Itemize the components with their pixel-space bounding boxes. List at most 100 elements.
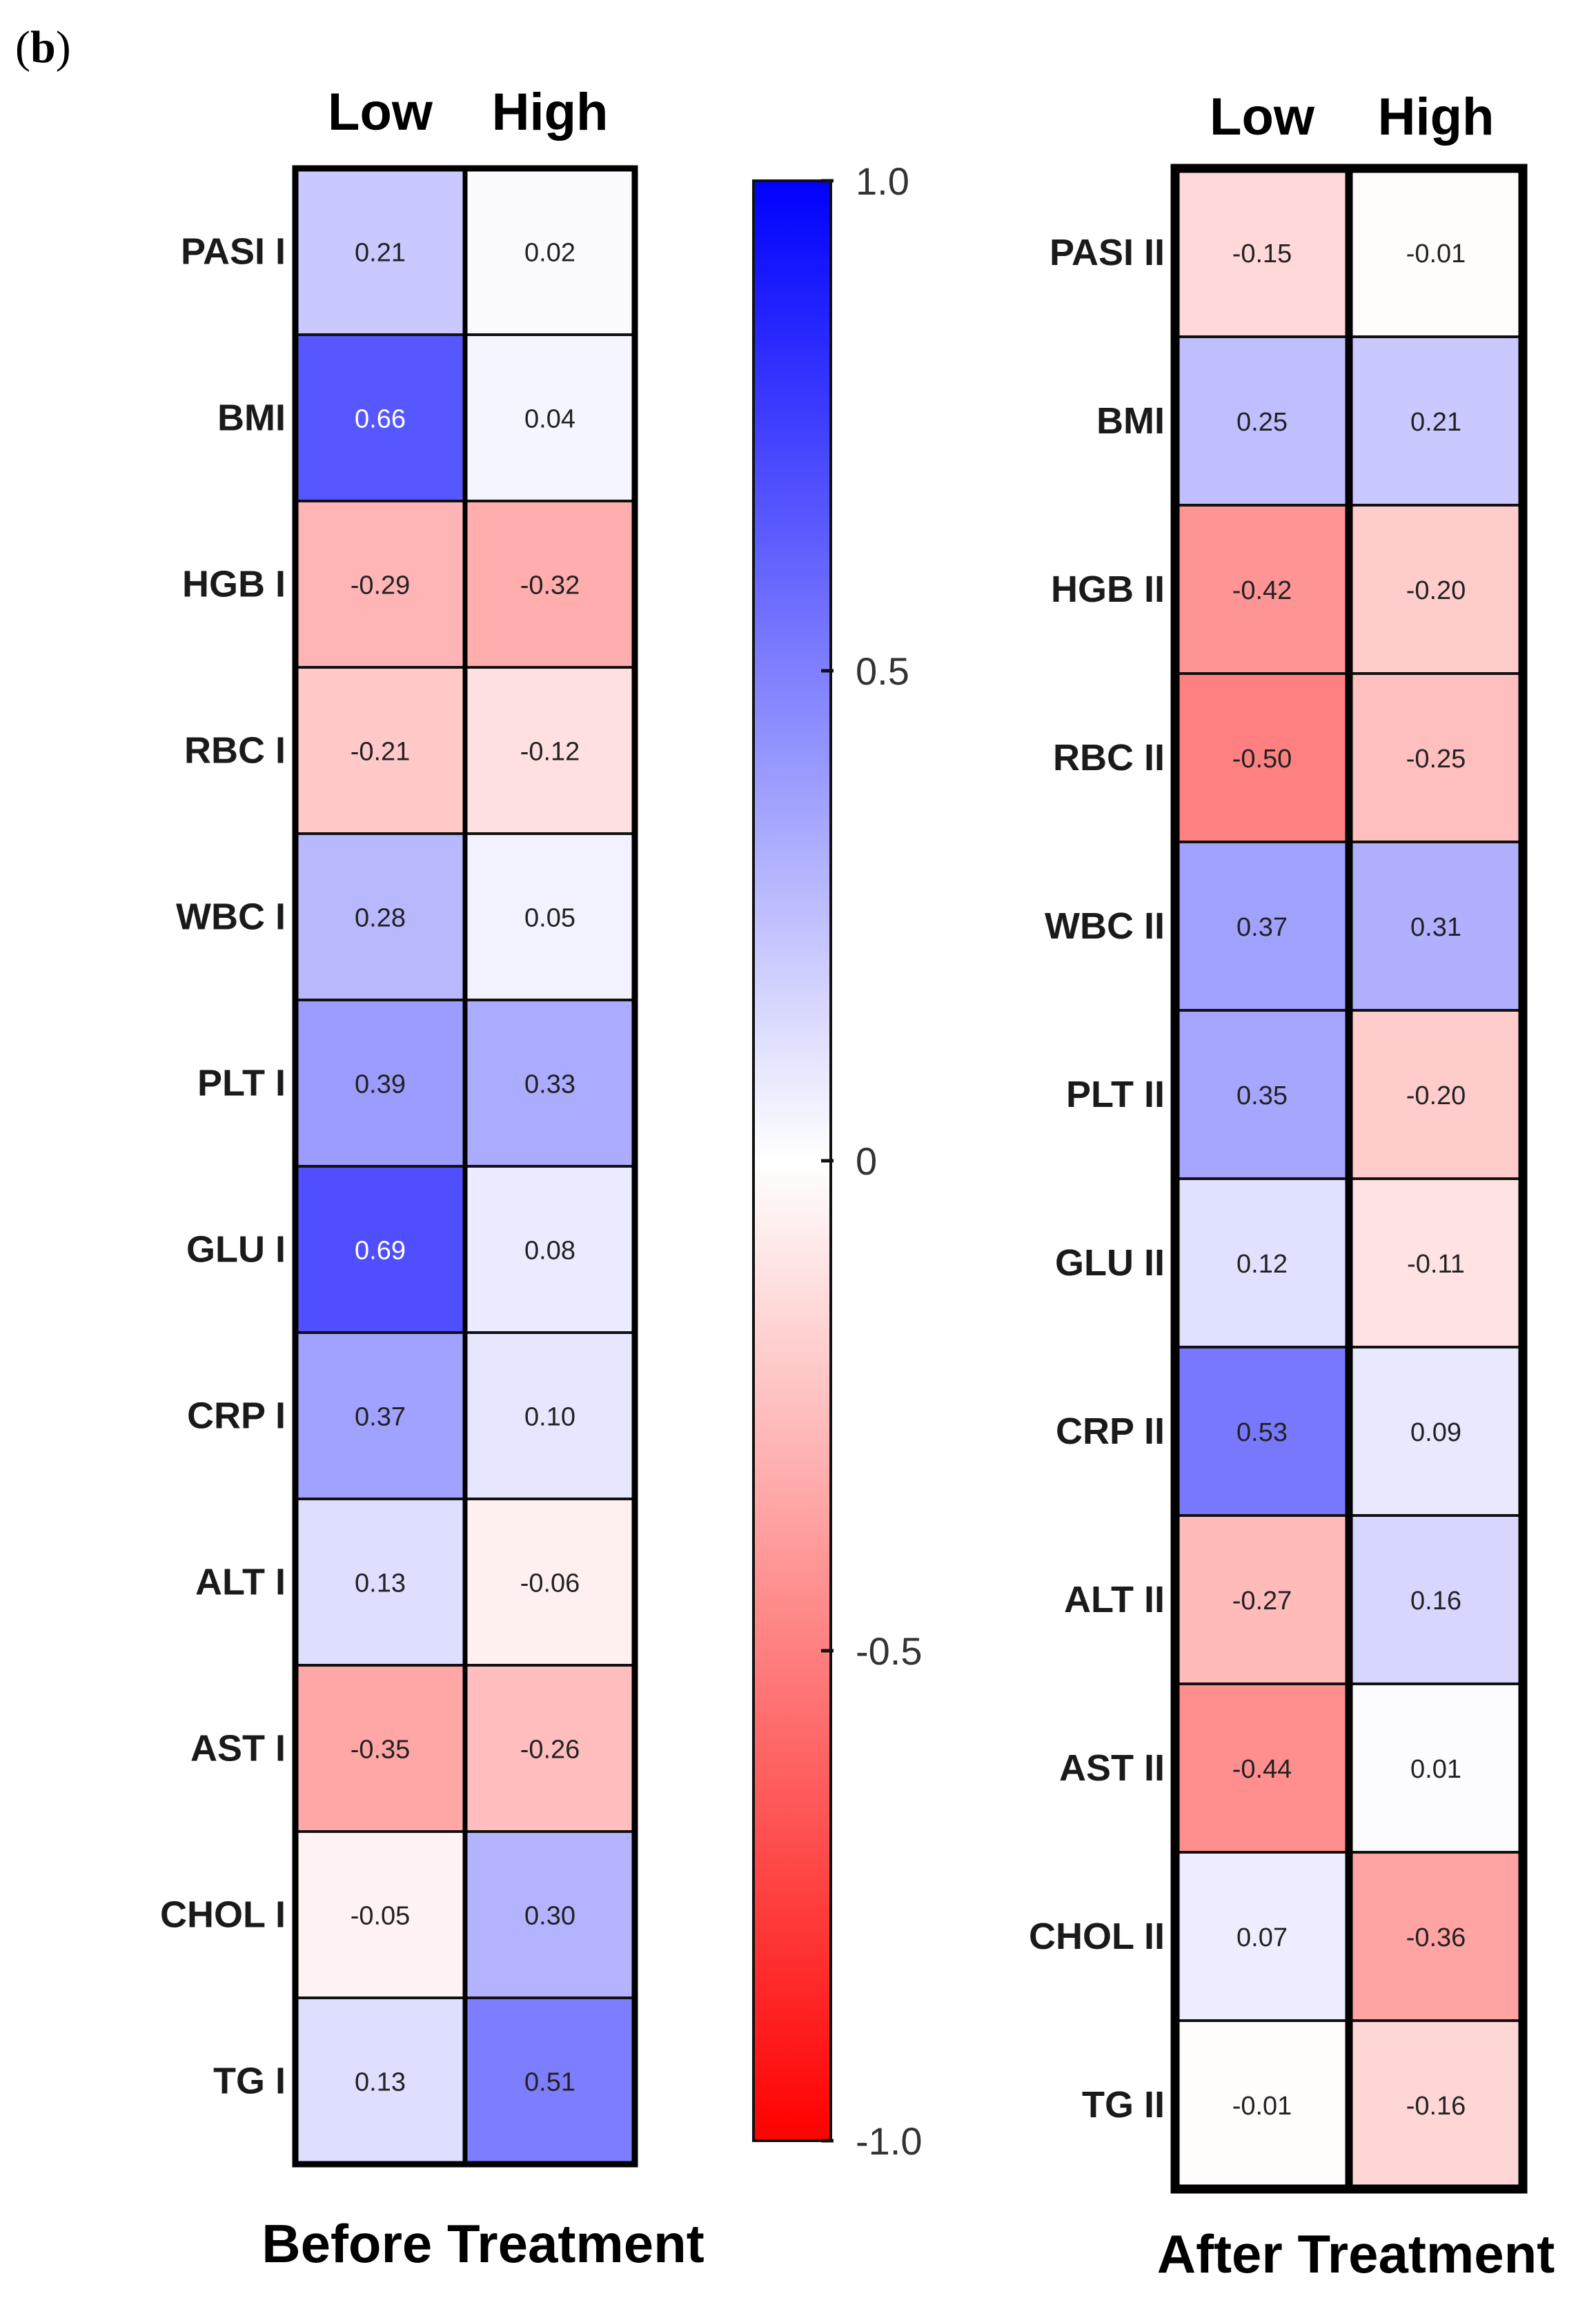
- heatmap-cell: [1348, 1851, 1524, 2022]
- column-label-low: Low: [1210, 88, 1315, 146]
- cell-value-label: 0.21: [1410, 408, 1461, 437]
- row-label: RBC II: [1053, 737, 1165, 778]
- heatmap-cell: [294, 333, 466, 502]
- colorbar-tick-label: -0.5: [856, 1629, 923, 1673]
- cell-value-label: 0.04: [524, 405, 575, 434]
- row-label: TG I: [213, 2061, 286, 2102]
- cell-value-label: -0.01: [1406, 239, 1466, 268]
- colorbar-tick-label: 0: [856, 1139, 877, 1183]
- cell-value-label: -0.11: [1407, 1250, 1465, 1279]
- row-label: GLU II: [1055, 1242, 1165, 1284]
- colorbar-tick-label: 0.5: [856, 649, 909, 693]
- row-label: CHOL I: [160, 1894, 286, 1936]
- colorbar-gradient: [752, 179, 832, 2142]
- row-label: WBC II: [1045, 905, 1165, 947]
- row-label: PASI II: [1050, 232, 1165, 273]
- cell-value-label: 0.28: [355, 904, 406, 933]
- cell-value-label: -0.05: [351, 1902, 411, 1931]
- column-label-low: Low: [328, 83, 433, 141]
- heatmap-cell: [294, 1664, 466, 1833]
- panel-title: Before Treatment: [262, 2213, 705, 2274]
- colorbar-tick-label: -1.0: [856, 2119, 923, 2163]
- cell-value-label: 0.13: [355, 2068, 406, 2097]
- row-label: ALT I: [195, 1562, 286, 1603]
- heatmap-cell: [1348, 1682, 1524, 1854]
- after-treatment-heatmap: Low High -0.15 -0.01 0.25 0.21 -0.42 -0.20 -0.50…: [1029, 88, 1555, 2284]
- row-label: BMI: [1096, 400, 1165, 442]
- cell-value-label: 0.08: [524, 1237, 575, 1266]
- heatmap-cell: [464, 832, 636, 1001]
- cell-value-label: -0.27: [1232, 1587, 1292, 1616]
- heatmap-cell: [464, 1830, 636, 1999]
- row-label: PLT I: [197, 1063, 286, 1104]
- row-label: CRP II: [1056, 1411, 1165, 1452]
- cell-value-label: -0.42: [1232, 576, 1292, 605]
- heatmap-cell: [294, 167, 466, 336]
- cell-value-label: 0.25: [1237, 408, 1288, 437]
- cell-value-label: 0.10: [524, 1403, 575, 1432]
- heatmap-cell: [1174, 1346, 1350, 1517]
- heatmap-cell: [1174, 1009, 1350, 1180]
- cell-value-label: -0.35: [351, 1736, 411, 1765]
- heatmap-cell: [1174, 1851, 1350, 2022]
- row-label: PLT II: [1066, 1074, 1165, 1115]
- heatmap-cell: [1348, 1177, 1524, 1348]
- cell-value-label: 0.66: [355, 405, 406, 434]
- row-label: BMI: [217, 398, 286, 439]
- cell-value-label: -0.12: [520, 738, 580, 767]
- cell-value-label: -0.20: [1406, 1081, 1466, 1110]
- cell-value-label: -0.50: [1232, 745, 1292, 774]
- cell-value-label: 0.37: [1237, 913, 1288, 942]
- colorbar: 1.0 0.5 0 -0.5 -1.0: [752, 159, 923, 2163]
- panel-label: (b): [15, 22, 71, 72]
- cell-value-label: 0.33: [524, 1070, 575, 1099]
- cell-value-label: 0.16: [1410, 1587, 1461, 1616]
- cell-value-label: -0.06: [520, 1569, 580, 1598]
- heatmap-cell: [294, 1830, 466, 1999]
- cell-value-label: -0.29: [351, 571, 411, 600]
- cell-value-label: 0.51: [524, 2068, 575, 2097]
- heatmap-cell: [464, 167, 636, 336]
- row-label: GLU I: [186, 1229, 286, 1270]
- cell-value-label: 0.09: [1410, 1418, 1461, 1447]
- row-label: AST II: [1059, 1747, 1165, 1789]
- row-label: AST I: [190, 1728, 286, 1769]
- cell-value-label: -0.01: [1232, 2092, 1292, 2121]
- cell-value-label: -0.16: [1406, 2092, 1466, 2121]
- cell-value-label: -0.20: [1406, 576, 1466, 605]
- column-label-high: High: [492, 83, 609, 141]
- cell-value-label: 0.13: [355, 1569, 406, 1598]
- heatmap-cell: [464, 1165, 636, 1334]
- row-label: TG II: [1082, 2084, 1165, 2126]
- heatmap-cell: [1348, 167, 1524, 338]
- cell-value-label: 0.35: [1237, 1081, 1288, 1110]
- row-label: WBC I: [176, 896, 286, 938]
- cell-value-label: 0.05: [524, 904, 575, 933]
- cell-value-label: -0.21: [351, 738, 411, 767]
- cell-value-label: 0.02: [524, 239, 575, 268]
- panel-title: After Treatment: [1157, 2224, 1555, 2284]
- column-label-high: High: [1378, 88, 1495, 146]
- colorbar-tick-label: 1.0: [856, 159, 909, 203]
- row-label: CHOL II: [1029, 1916, 1165, 1957]
- cell-value-label: 0.37: [355, 1403, 406, 1432]
- cell-value-label: 0.01: [1410, 1755, 1461, 1784]
- heatmap-cell: [294, 1996, 466, 2166]
- row-label: HGB I: [182, 564, 286, 605]
- row-label: CRP I: [187, 1395, 286, 1437]
- row-label: PASI I: [181, 231, 286, 273]
- cell-value-label: -0.25: [1406, 745, 1466, 774]
- cell-value-label: 0.69: [355, 1237, 406, 1266]
- cell-value-label: 0.30: [524, 1902, 575, 1931]
- cell-value-label: 0.12: [1237, 1250, 1288, 1279]
- cell-value-label: -0.26: [520, 1736, 580, 1765]
- heatmap-cell: [1348, 2019, 1524, 2190]
- cell-value-label: -0.44: [1232, 1755, 1292, 1784]
- cell-value-label: 0.31: [1410, 913, 1461, 942]
- cell-value-label: 0.07: [1237, 1923, 1288, 1952]
- row-label: HGB II: [1051, 569, 1165, 610]
- heatmap-cell: [464, 1664, 636, 1833]
- cell-value-label: 0.53: [1237, 1418, 1288, 1447]
- heatmap-cell: [1174, 672, 1350, 843]
